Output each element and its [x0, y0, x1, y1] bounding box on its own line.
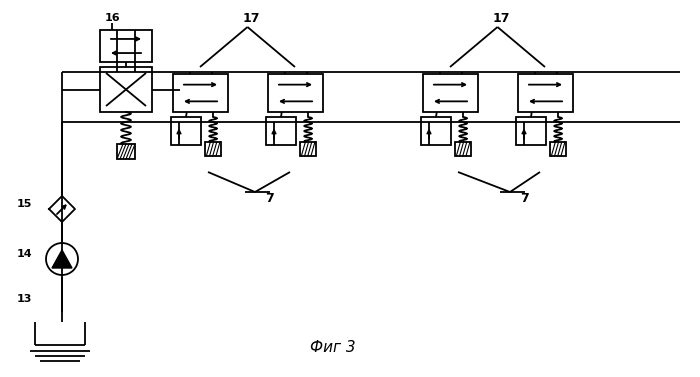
Text: 17: 17 — [493, 12, 510, 25]
Circle shape — [46, 243, 78, 275]
Bar — [455, 142, 471, 156]
Text: 13: 13 — [17, 294, 32, 304]
Bar — [268, 74, 323, 112]
Text: 7: 7 — [520, 192, 528, 205]
Text: 7: 7 — [265, 192, 274, 205]
Text: 17: 17 — [242, 12, 260, 25]
Polygon shape — [52, 250, 72, 268]
Text: 14: 14 — [17, 249, 33, 259]
Bar — [266, 117, 296, 145]
Bar — [518, 74, 573, 112]
Bar — [173, 74, 228, 112]
Bar — [205, 142, 221, 156]
Bar — [100, 67, 152, 112]
Bar — [117, 144, 135, 159]
Text: Фиг 3: Фиг 3 — [310, 340, 356, 355]
Bar — [550, 142, 566, 156]
Bar — [300, 142, 316, 156]
Bar — [100, 30, 152, 62]
Bar — [423, 74, 478, 112]
Bar — [516, 117, 546, 145]
Bar — [171, 117, 201, 145]
Text: 16: 16 — [105, 13, 120, 23]
Text: 15: 15 — [17, 199, 32, 209]
Bar — [421, 117, 451, 145]
